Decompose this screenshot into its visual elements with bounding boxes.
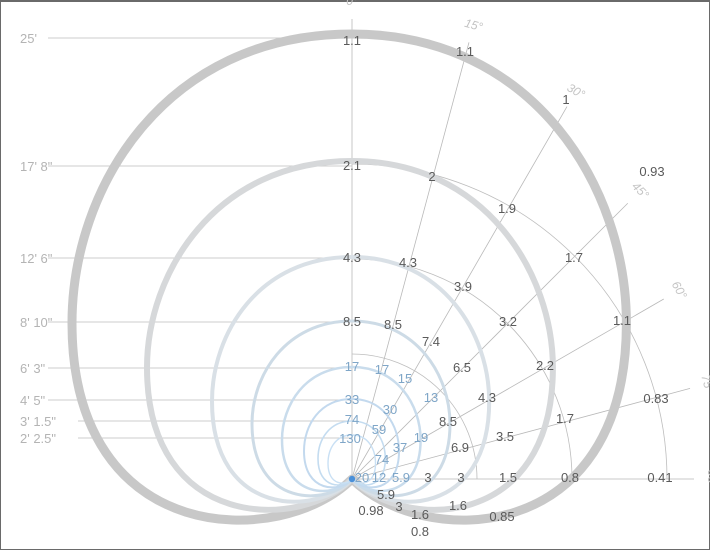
distance-label: 12' 6" <box>20 251 53 266</box>
isolux-contour <box>280 365 422 493</box>
angle-ray <box>351 42 470 480</box>
isolux-value-label: 15 <box>398 371 412 386</box>
isolux-value-label: 4.3 <box>399 255 417 270</box>
angle-label: 90° <box>705 470 710 488</box>
isolux-value-label: 6.9 <box>451 440 469 455</box>
isolux-value-label: 0.83 <box>643 391 668 406</box>
isolux-value-label: 0.98 <box>358 503 383 518</box>
radial-arc <box>351 353 478 480</box>
distance-label: 8' 10" <box>20 315 53 330</box>
isolux-value-label: 33 <box>345 392 359 407</box>
isolux-value-label: 0.8 <box>411 524 429 539</box>
isolux-value-label: 59 <box>372 422 386 437</box>
isolux-value-label: 3 <box>424 470 431 485</box>
isolux-value-label: 130 <box>339 431 361 446</box>
isolux-value-label: 6.5 <box>453 360 471 375</box>
angle-label: 15° <box>463 16 484 34</box>
isolux-contour <box>303 398 401 489</box>
isolux-value-label: 2 <box>428 169 435 184</box>
isolux-value-label: 20 <box>355 470 369 485</box>
isolux-value-label: 1.1 <box>613 313 631 328</box>
isolux-value-label: 2.2 <box>536 358 554 373</box>
isolux-value-label: 2.1 <box>343 158 361 173</box>
isolux-value-label: 19 <box>414 430 428 445</box>
isolux-value-label: 3 <box>395 499 402 514</box>
isolux-value-label: 1.6 <box>449 498 467 513</box>
distance-label: 3' 1.5" <box>20 414 56 429</box>
isolux-value-label: 12 <box>372 470 386 485</box>
isolux-value-label: 1.7 <box>556 411 574 426</box>
isolux-value-label: 74 <box>375 452 389 467</box>
isolux-value-label: 3.5 <box>496 429 514 444</box>
isolux-contour <box>250 319 452 498</box>
distance-label: 17' 8" <box>20 159 53 174</box>
isolux-value-label: 0.93 <box>639 164 664 179</box>
grid <box>48 19 694 480</box>
angle-label: 45° <box>629 179 652 202</box>
isolux-value-label: 1.1 <box>343 33 361 48</box>
isolux-value-label: 17 <box>345 359 359 374</box>
isolux-value-label: 5.9 <box>392 470 410 485</box>
isolux-value-label: 1.7 <box>565 250 583 265</box>
isolux-value-label: 4.3 <box>478 390 496 405</box>
isolux-contour <box>327 434 377 484</box>
isolux-value-label: 5.9 <box>377 487 395 502</box>
angle-ray <box>351 298 664 480</box>
isolux-value-label: 37 <box>393 440 407 455</box>
origin-point <box>348 475 356 483</box>
isolux-value-label: 8.5 <box>343 314 361 329</box>
isolux-value-label: 1.6 <box>411 507 429 522</box>
isolux-value-label: 17 <box>375 362 389 377</box>
isolux-value-label: 3.9 <box>454 279 472 294</box>
isolux-value-label: 1.9 <box>498 201 516 216</box>
isolux-value-label: 30 <box>383 402 397 417</box>
isolux-value-label: 4.3 <box>343 250 361 265</box>
isolux-contour <box>144 158 556 513</box>
isolux-contour <box>67 29 631 525</box>
isolux-value-label: 0.8 <box>561 470 579 485</box>
isolux-value-label: 3.2 <box>499 314 517 329</box>
angle-ray <box>351 202 629 480</box>
distance-label: 25' <box>20 31 37 46</box>
distance-label: 6' 3" <box>20 361 46 376</box>
isolux-value-label: 1.5 <box>499 470 517 485</box>
angle-label: 60° <box>669 279 690 302</box>
angle-label: 75° <box>698 373 710 394</box>
isolux-value-label: 13 <box>424 390 438 405</box>
isolux-value-label: 7.4 <box>422 334 440 349</box>
distance-label: 4' 5" <box>20 393 46 408</box>
isolux-contour <box>210 255 492 504</box>
angle-ray <box>351 388 691 480</box>
isolux-value-label: 1 <box>562 92 569 107</box>
isolux-value-label: 0.85 <box>489 509 514 524</box>
isolux-value-label: 8.5 <box>439 414 457 429</box>
isolux-value-label: 0.41 <box>647 470 672 485</box>
distance-label: 2' 2.5" <box>20 431 56 446</box>
isolux-contour <box>317 420 387 486</box>
isolux-value-label: 3 <box>457 470 464 485</box>
labels: 25' 17' 8" 12' 6" 8' 10" 6' 3" 4' 5" 3' 1.5" 2'… <box>20 0 710 539</box>
isolux-value-label: 1.1 <box>456 44 474 59</box>
isolux-value-label: 8.5 <box>384 317 402 332</box>
contours <box>67 29 631 525</box>
angle-label: 0° <box>346 0 358 8</box>
isolux-value-label: 74 <box>345 412 359 427</box>
